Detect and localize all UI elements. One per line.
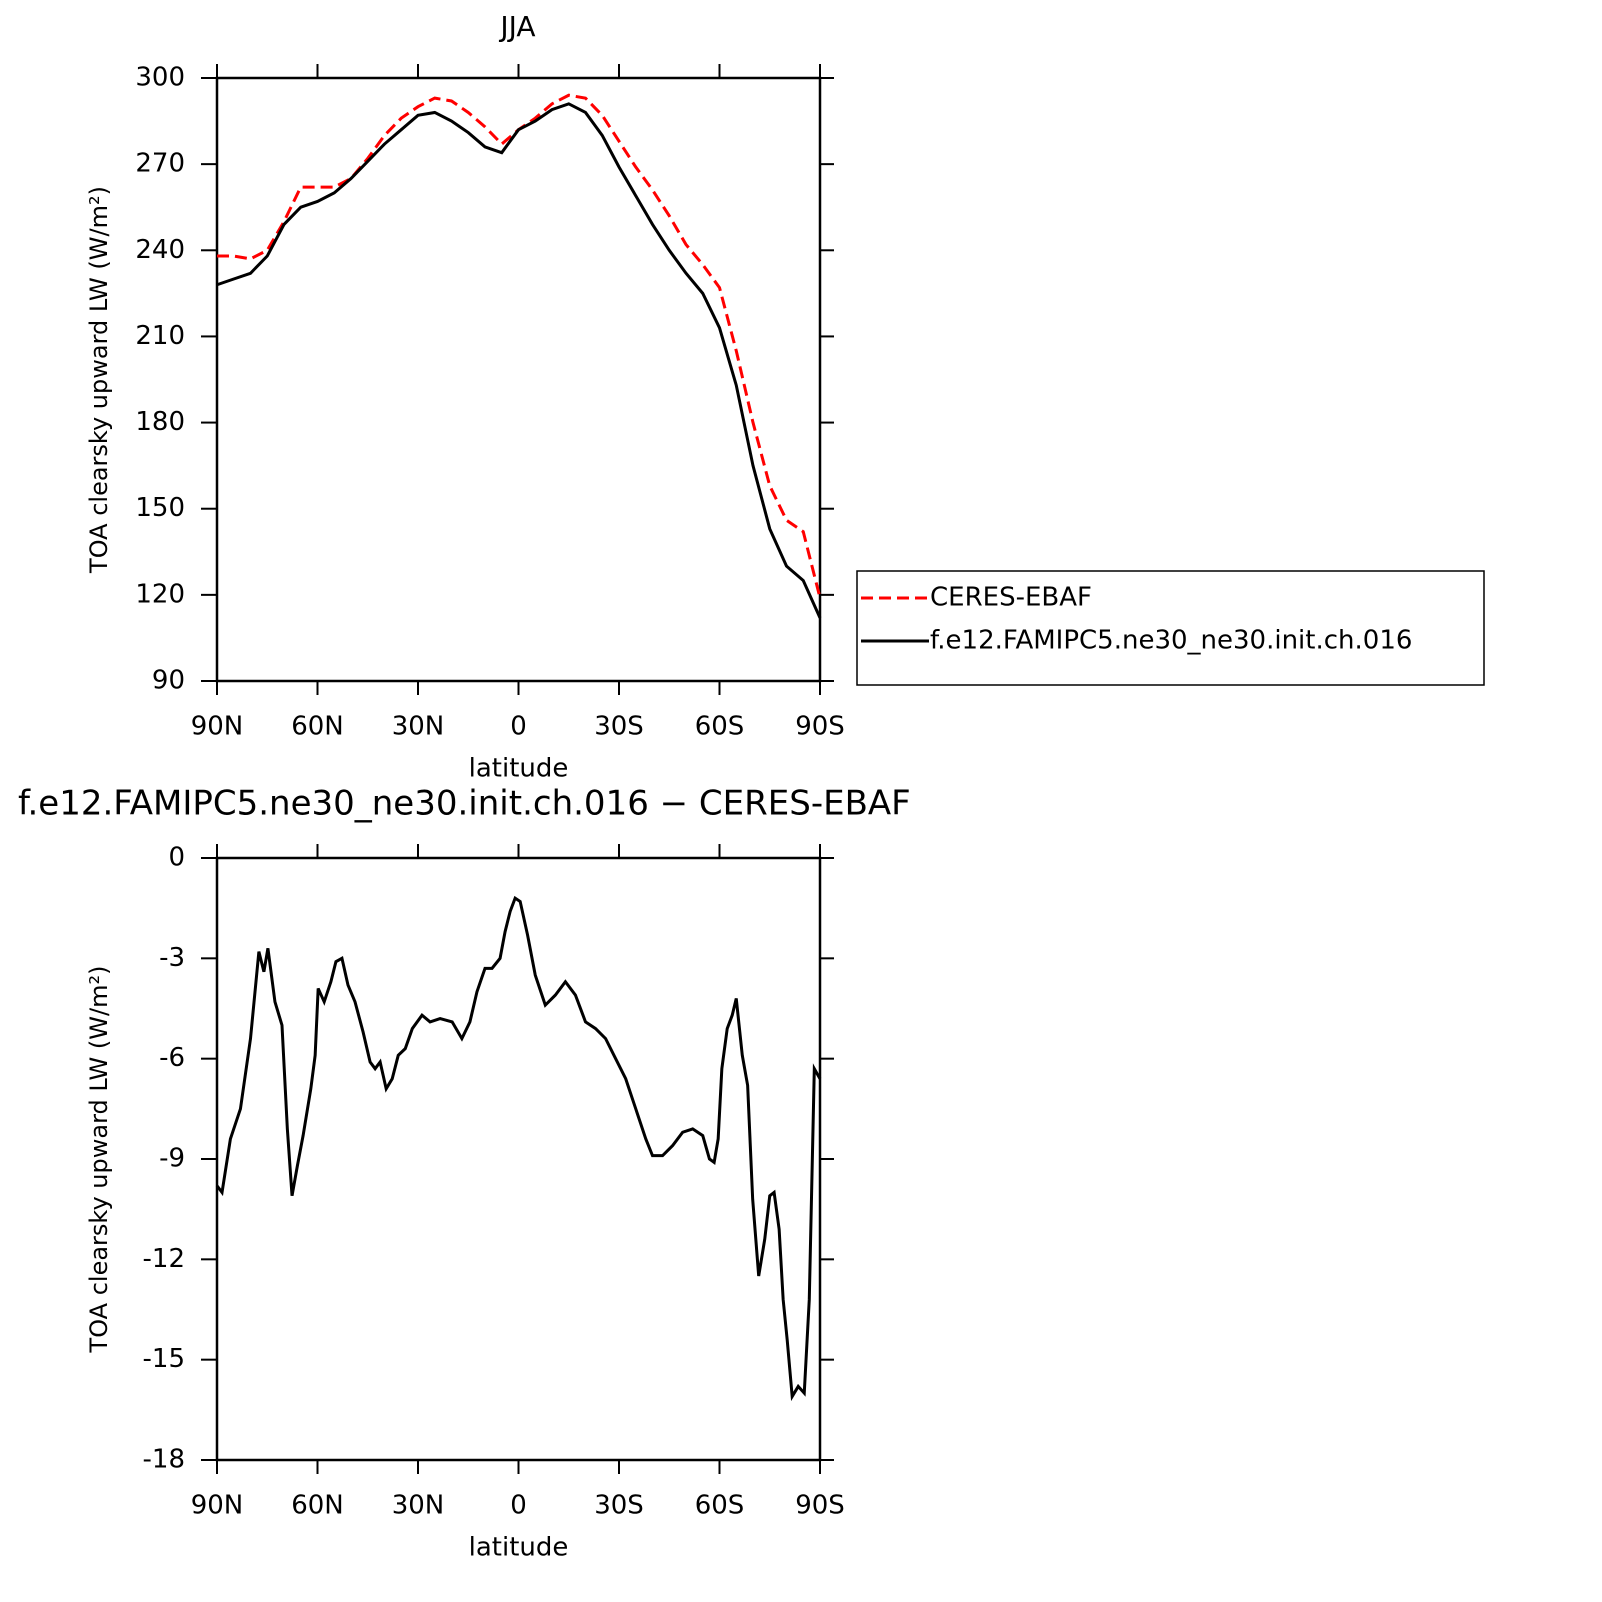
plot-frame	[215, 856, 822, 1462]
legend-label: f.e12.FAMIPC5.ne30_ne30.init.ch.016	[930, 626, 1412, 656]
x-tick-label: 30N	[392, 712, 445, 742]
y-tick-label: -3	[159, 943, 185, 973]
y-axis-label: TOA clearsky upward LW (W/m²)	[85, 966, 113, 1354]
y-tick-label: 0	[168, 843, 185, 873]
y-tick-label: 300	[135, 63, 185, 93]
y-tick-label: -9	[159, 1144, 185, 1174]
y-tick-label: -6	[159, 1043, 185, 1073]
x-tick-label: 90S	[795, 712, 845, 742]
x-tick-label: 60N	[291, 712, 344, 742]
plot-frame	[215, 76, 822, 683]
y-tick-label: 90	[152, 666, 185, 696]
legend-box	[856, 570, 1485, 686]
x-tick-label: 0	[510, 712, 527, 742]
data-line	[217, 93, 822, 599]
x-tick-label: 30S	[594, 1491, 644, 1521]
y-tick-label: 210	[135, 321, 185, 351]
y-tick-label: 150	[135, 493, 185, 523]
x-axis-label: latitude	[469, 754, 569, 784]
x-tick-label: 60S	[695, 1491, 745, 1521]
x-axis-label: latitude	[469, 1533, 569, 1563]
x-tick-label: 90N	[191, 712, 244, 742]
x-tick-label: 90N	[191, 1491, 244, 1521]
x-tick-label: 0	[510, 1491, 527, 1521]
y-tick-label: 120	[135, 579, 185, 609]
x-tick-label: 30S	[594, 712, 644, 742]
x-tick-label: 60N	[291, 1491, 344, 1521]
x-tick-label: 30N	[392, 1491, 445, 1521]
x-tick-label: 90S	[795, 1491, 845, 1521]
chart-title: f.e12.FAMIPC5.ne30_ne30.init.ch.016 − CE…	[18, 784, 911, 824]
legend-label: CERES-EBAF	[930, 583, 1092, 613]
chart-title: JJA	[498, 10, 535, 43]
y-tick-label: 240	[135, 235, 185, 265]
data-line	[215, 895, 822, 1402]
y-tick-label: 270	[135, 149, 185, 179]
data-line	[216, 102, 822, 619]
y-tick-label: -15	[143, 1344, 185, 1374]
y-tick-label: -18	[143, 1445, 185, 1475]
x-tick-label: 60S	[695, 712, 745, 742]
y-tick-label: -12	[143, 1244, 185, 1274]
y-axis-label: TOA clearsky upward LW (W/m²)	[85, 186, 113, 574]
y-tick-label: 180	[135, 407, 185, 437]
